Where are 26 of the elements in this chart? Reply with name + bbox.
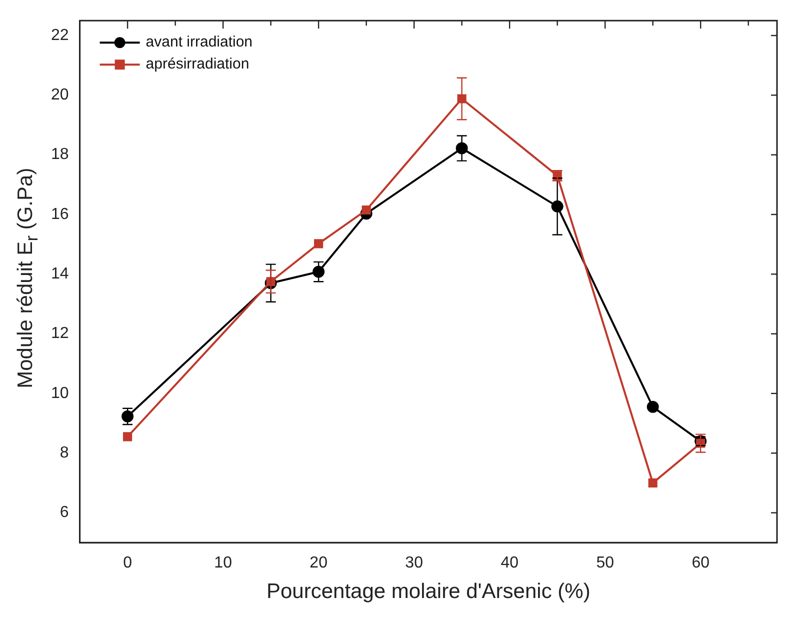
legend-label: avant irradiation: [146, 34, 253, 51]
point: [646, 400, 659, 413]
x-tick-label: 0: [123, 554, 132, 572]
x-tick-label: 40: [500, 554, 519, 572]
y-tick-label: 6: [60, 504, 69, 522]
y-tick-label: 20: [51, 86, 69, 104]
point: [648, 478, 658, 488]
point: [123, 432, 132, 442]
y-tick-label: 18: [51, 146, 69, 164]
x-tick-label: 30: [405, 554, 424, 572]
point: [362, 205, 371, 215]
x-tick-label: 50: [596, 554, 614, 572]
y-tick-label: 22: [51, 26, 69, 44]
legend-label: aprésirradiation: [146, 56, 250, 73]
y-tick-label: 16: [51, 206, 69, 223]
point: [312, 266, 325, 278]
y-tick-label: 10: [51, 384, 69, 402]
y-tick-label: 8: [60, 444, 69, 462]
y-tick-label: 12: [51, 325, 69, 342]
y-tick-label: 14: [51, 266, 69, 283]
x-tick-label: 10: [214, 554, 232, 572]
x-tick-label: 60: [692, 554, 710, 572]
point: [457, 94, 466, 104]
x-axis-title: Pourcentage molaire d'Arsenic (%): [266, 580, 590, 604]
x-tick-label: 20: [310, 554, 328, 572]
point: [314, 239, 324, 248]
